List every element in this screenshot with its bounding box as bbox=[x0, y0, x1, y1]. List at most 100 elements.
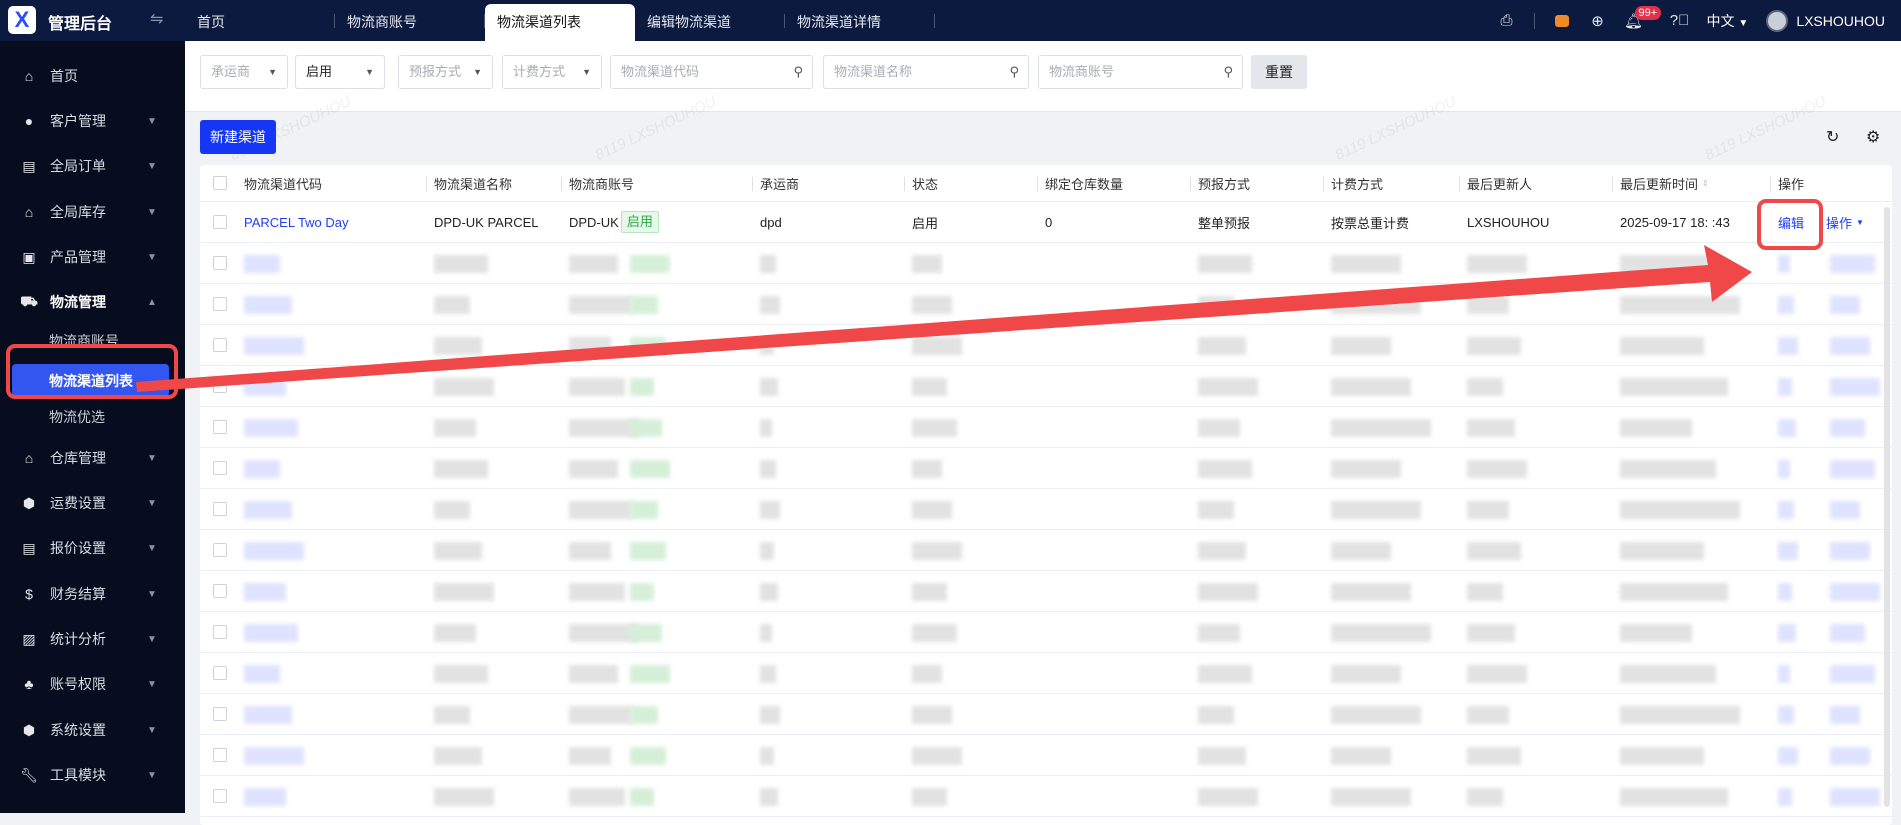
row-checkbox[interactable] bbox=[213, 666, 227, 680]
divider bbox=[1533, 12, 1535, 29]
sidebar-item-tools[interactable]: 🔧︎ 工具模块 ▼ bbox=[0, 755, 185, 795]
redacted-cell bbox=[569, 419, 639, 437]
sidebar-item-logistics[interactable]: ⛟ 物流管理 ▲ bbox=[0, 282, 185, 322]
redacted-cell bbox=[434, 419, 476, 437]
sidebar-subitem-accounts[interactable]: 物流商账号 bbox=[49, 332, 119, 349]
redacted-cell bbox=[1198, 542, 1246, 560]
redacted-cell bbox=[1620, 460, 1716, 478]
sidebar-item-label: 全局库存 bbox=[50, 204, 106, 220]
vertical-scrollbar[interactable] bbox=[1884, 207, 1890, 807]
sidebar-item-customers[interactable]: ● 客户管理 ▼ bbox=[0, 101, 185, 141]
bell-icon[interactable]: 🔔︎ 99+ bbox=[1624, 5, 1662, 30]
status-select[interactable]: 启用 ▼ bbox=[295, 55, 385, 89]
sidebar-item-orders[interactable]: ▤ 全局订单 ▼ bbox=[0, 146, 185, 186]
redacted-cell bbox=[434, 583, 494, 601]
col-carrier: 承运商 bbox=[751, 165, 799, 201]
row-checkbox[interactable] bbox=[213, 625, 227, 639]
row-checkbox[interactable] bbox=[213, 420, 227, 434]
row-checkbox[interactable] bbox=[213, 789, 227, 803]
row-checkbox[interactable] bbox=[213, 748, 227, 762]
help-icon[interactable]: ?⃝ bbox=[1669, 12, 1690, 29]
tab-edit-channel[interactable]: 编辑物流渠道 bbox=[635, 0, 785, 41]
more-actions-dropdown[interactable]: 操作 ▼ bbox=[1826, 202, 1864, 242]
search-icon[interactable]: ⚲ bbox=[793, 64, 803, 79]
row-checkbox[interactable] bbox=[213, 584, 227, 598]
sidebar-item-freight[interactable]: ⬢ 运费设置 ▼ bbox=[0, 483, 185, 523]
username[interactable]: LXSHOUHOU bbox=[1796, 12, 1885, 29]
robot-icon[interactable] bbox=[1553, 12, 1571, 30]
redacted-cell bbox=[1331, 337, 1391, 355]
redacted-cell bbox=[434, 378, 494, 396]
col-updated-at-label: 最后更新时间 bbox=[1620, 176, 1699, 192]
chevron-down-icon: ▼ bbox=[147, 542, 157, 554]
column-settings-icon[interactable]: ⚙ bbox=[1866, 129, 1881, 146]
tab-channel-list[interactable]: 物流渠道列表 bbox=[485, 4, 635, 41]
search-icon[interactable]: ⚲ bbox=[1223, 64, 1233, 79]
channel-code-link[interactable]: PARCEL Two Day bbox=[244, 214, 349, 230]
table-row-redacted bbox=[200, 489, 1892, 530]
sidebar-subitem-channel-list[interactable]: 物流渠道列表 bbox=[12, 364, 169, 397]
channel-name-input[interactable]: 物流渠道名称 ⚲ bbox=[823, 55, 1029, 89]
chart-icon: ▨ bbox=[22, 630, 36, 647]
search-icon[interactable]: ⚲ bbox=[1009, 64, 1019, 79]
select-all-checkbox[interactable] bbox=[213, 176, 227, 190]
redacted-cell bbox=[434, 788, 494, 806]
language-label: 中文 bbox=[1706, 12, 1735, 29]
refresh-icon[interactable]: ↻ bbox=[1826, 129, 1840, 146]
redacted-cell bbox=[1830, 624, 1865, 642]
row-checkbox[interactable] bbox=[213, 256, 227, 270]
sidebar-item-permissions[interactable]: ♣ 账号权限 ▼ bbox=[0, 664, 185, 704]
account-input[interactable]: 物流商账号 ⚲ bbox=[1038, 55, 1243, 89]
billing-select[interactable]: 计费方式 ▼ bbox=[502, 55, 602, 89]
redacted-cell bbox=[434, 706, 470, 724]
sidebar-item-inventory[interactable]: ⌂ 全局库存 ▼ bbox=[0, 192, 185, 232]
sidebar-item-stats[interactable]: ▨ 统计分析 ▼ bbox=[0, 619, 185, 659]
redacted-cell bbox=[1620, 255, 1716, 273]
row-checkbox[interactable] bbox=[213, 502, 227, 516]
redacted-cell bbox=[569, 542, 611, 560]
redacted-cell bbox=[630, 747, 666, 765]
channel-code-input[interactable]: 物流渠道代码 ⚲ bbox=[610, 55, 813, 89]
sidebar-subitem-preferred[interactable]: 物流优选 bbox=[49, 408, 105, 425]
col-updated-at[interactable]: 最后更新时间 ⇕ bbox=[1612, 165, 1709, 201]
row-checkbox[interactable] bbox=[213, 215, 227, 229]
sidebar-item-quotes[interactable]: ▤ 报价设置 ▼ bbox=[0, 528, 185, 568]
language-select[interactable]: 中文 ▼ bbox=[1707, 11, 1749, 31]
row-checkbox[interactable] bbox=[213, 707, 227, 721]
carrier-select[interactable]: 承运商 ▼ bbox=[200, 55, 288, 89]
collapse-sidebar-icon[interactable]: ⇋ bbox=[150, 11, 164, 28]
tab-logistics-accounts[interactable]: 物流商账号 bbox=[335, 0, 485, 41]
inbox-icon[interactable]: ⎙ bbox=[1500, 12, 1513, 29]
sidebar-item-finance[interactable]: $ 财务结算 ▼ bbox=[0, 574, 185, 614]
tab-channel-detail[interactable]: 物流渠道详情 bbox=[785, 0, 935, 41]
forecast-select[interactable]: 预报方式 ▼ bbox=[398, 55, 493, 89]
redacted-cell bbox=[569, 460, 618, 478]
tab-home[interactable]: 首页 bbox=[185, 0, 335, 41]
redacted-cell bbox=[1467, 788, 1503, 806]
redacted-cell bbox=[760, 296, 780, 314]
reset-button[interactable]: 重置 bbox=[1251, 55, 1307, 89]
top-bar: X 管理后台 ⇋ 首页 物流商账号 物流渠道列表 编辑物流渠道 物流渠道详情 ⎙… bbox=[0, 0, 1901, 41]
sidebar-item-warehouse[interactable]: ⌂ 仓库管理 ▼ bbox=[0, 438, 185, 478]
row-checkbox[interactable] bbox=[213, 543, 227, 557]
redacted-cell bbox=[1778, 378, 1792, 396]
row-checkbox[interactable] bbox=[213, 461, 227, 475]
row-checkbox[interactable] bbox=[213, 379, 227, 393]
avatar[interactable] bbox=[1766, 9, 1789, 32]
row-checkbox[interactable] bbox=[213, 338, 227, 352]
col-name: 物流渠道名称 bbox=[425, 165, 512, 201]
sidebar-item-system[interactable]: ⬢ 系统设置 ▼ bbox=[0, 710, 185, 750]
row-checkbox[interactable] bbox=[213, 297, 227, 311]
sort-icon[interactable]: ⇕ bbox=[1702, 178, 1709, 188]
sidebar-item-home[interactable]: ⌂ 首页 bbox=[0, 56, 185, 96]
redacted-cell bbox=[760, 747, 774, 765]
col-billing: 计费方式 bbox=[1322, 165, 1383, 201]
sidebar-item-products[interactable]: ▣ 产品管理 ▼ bbox=[0, 237, 185, 277]
redacted-cell bbox=[1778, 501, 1794, 519]
redacted-cell bbox=[912, 747, 962, 765]
tab-bar: 首页 物流商账号 物流渠道列表 编辑物流渠道 物流渠道详情 bbox=[185, 0, 935, 41]
redacted-cell bbox=[569, 665, 618, 683]
edit-link[interactable]: 编辑 bbox=[1778, 215, 1805, 231]
new-channel-button[interactable]: 新建渠道 bbox=[200, 120, 276, 154]
download-icon[interactable]: ⊕ bbox=[1591, 12, 1604, 30]
